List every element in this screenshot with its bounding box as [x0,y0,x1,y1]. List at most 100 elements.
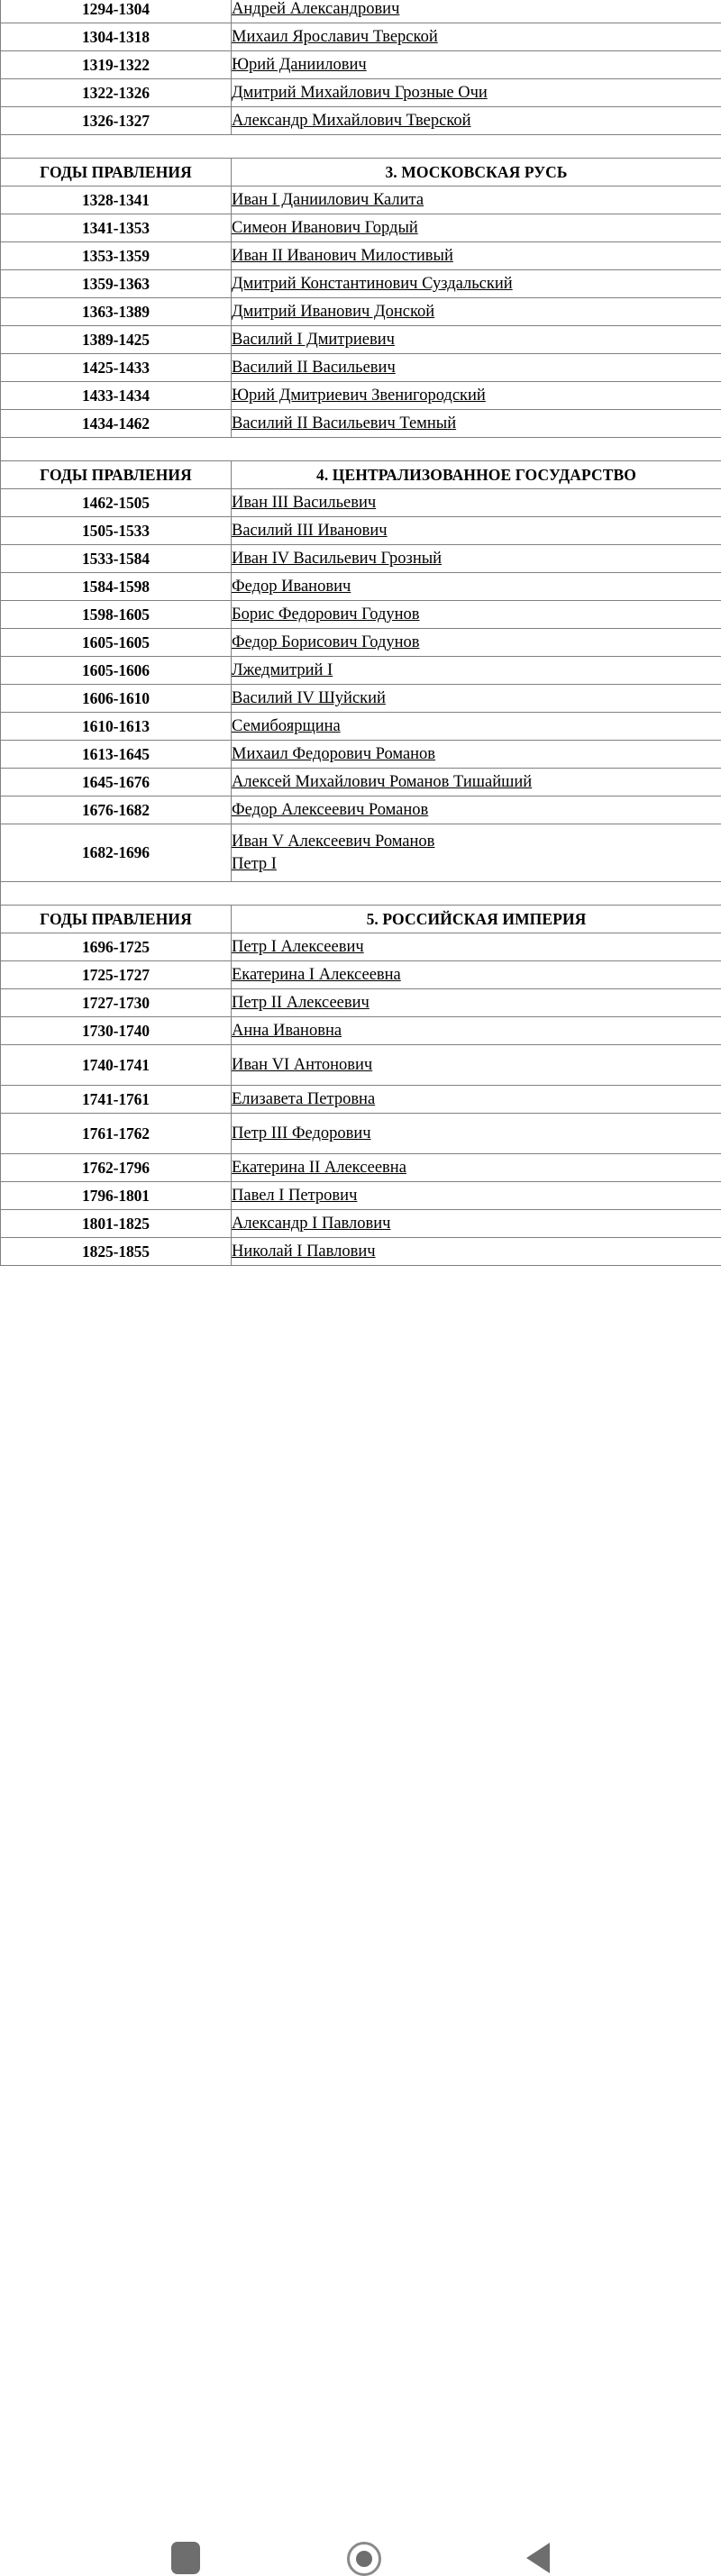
ruler-name-cell: Иван VI Антонович [232,1045,721,1086]
ruler-name-link[interactable]: Василий II Васильевич Темный [232,414,456,432]
ruler-name-link[interactable]: Иван II Иванович Милостивый [232,247,453,265]
ruler-name-cell: Иван V Алексеевич Романов Петр I [232,824,721,882]
column-header-years: ГОДЫ ПРАВЛЕНИЯ [1,159,232,187]
ruler-name-link[interactable]: Василий III Иванович [232,522,388,540]
ruler-name-link[interactable]: Петр I Алексеевич [232,938,364,956]
reign-years-cell: 1341-1353 [1,214,232,242]
reign-years-cell: 1796-1801 [1,1182,232,1210]
ruler-name-link[interactable]: Дмитрий Иванович Донской [232,303,434,321]
ruler-name-cell: Федор Иванович [232,573,721,601]
column-header-years: ГОДЫ ПРАВЛЕНИЯ [1,461,232,489]
ruler-name-link[interactable]: Василий I Дмитриевич [232,331,395,349]
ruler-name-cell: Михаил Федорович Романов [232,741,721,769]
reign-years-cell: 1294-1304 [1,0,232,23]
ruler-name-link[interactable]: Петр II Алексеевич [232,994,370,1012]
ruler-name-link[interactable]: Семибоярщина [232,717,341,735]
ruler-name-cell: Василий II Васильевич Темный [232,410,721,438]
ruler-name-link[interactable]: Алексей Михайлович Романов Тишайший [232,773,532,791]
ruler-name-link[interactable]: Михаил Ярославич Тверской [232,28,438,46]
ruler-name-cell: Иван IV Васильевич Грозный [232,545,721,573]
ruler-name-link[interactable]: Иван VI Антонович [232,1056,372,1074]
ruler-name-link[interactable]: Павел I Петрович [232,1187,357,1205]
ruler-name-link[interactable]: Петр III Федорович [232,1124,371,1142]
ruler-name-link[interactable]: Василий II Васильевич [232,359,396,377]
reign-years-cell: 1730-1740 [1,1017,232,1045]
reign-years-cell: 1741-1761 [1,1086,232,1114]
ruler-name-link[interactable]: Дмитрий Михайлович Грозные Очи [232,84,488,102]
section-spacer-row [1,438,721,461]
ruler-name-link[interactable]: Юрий Дмитриевич Звенигородский [232,387,486,405]
section-spacer-row [1,882,721,906]
ruler-name-cell: Лжедмитрий I [232,657,721,685]
ruler-name-link[interactable]: Екатерина I Алексеевна [232,966,401,984]
reign-years-cell: 1319-1322 [1,51,232,79]
ruler-name-link[interactable]: Екатерина II Алексеевна [232,1159,406,1177]
ruler-name-link[interactable]: Юрий Даниилович [232,56,367,74]
ruler-name-link[interactable]: Василий IV Шуйский [232,689,386,707]
ruler-name-cell: Борис Федорович Годунов [232,601,721,629]
ruler-name-cell: Анна Ивановна [232,1017,721,1045]
ruler-name-cell: Николай I Павлович [232,1238,721,1266]
ruler-name-cell: Петр I Алексеевич [232,933,721,961]
ruler-name-link[interactable]: Дмитрий Константинович Суздальский [232,275,513,293]
ruler-name-link[interactable]: Иван I Даниилович Калита [232,191,424,209]
ruler-name-link[interactable]: Александр I Павлович [232,1215,390,1233]
ruler-name-link[interactable]: Федор Борисович Годунов [232,633,420,651]
back-triangle-icon[interactable] [526,2543,550,2573]
ruler-name-cell: Дмитрий Иванович Донской [232,298,721,326]
reign-years-cell: 1389-1425 [1,326,232,354]
ruler-name-link[interactable]: Федор Алексеевич Романов [232,801,428,819]
ruler-name-link[interactable]: Лжедмитрий I [232,661,333,679]
ruler-name-cell: Василий III Иванович [232,517,721,545]
ruler-name-cell: Елизавета Петровна [232,1086,721,1114]
home-circle-icon[interactable] [347,2542,381,2576]
reign-years-cell: 1359-1363 [1,270,232,298]
reign-years-cell: 1676-1682 [1,796,232,824]
ruler-name-link[interactable]: Иван V Алексеевич Романов [232,833,434,851]
ruler-name-cell: Василий IV Шуйский [232,685,721,713]
ruler-name-cell: Федор Борисович Годунов [232,629,721,657]
ruler-name-link[interactable]: Иван III Васильевич [232,494,376,512]
reign-years-cell: 1762-1796 [1,1154,232,1182]
ruler-name-link[interactable]: Петр I [232,855,277,873]
ruler-name-cell: Александр I Павлович [232,1210,721,1238]
reign-years-cell: 1696-1725 [1,933,232,961]
ruler-name-link[interactable]: Елизавета Петровна [232,1090,375,1108]
ruler-name-link[interactable]: Федор Иванович [232,578,351,596]
ruler-name-link[interactable]: Андрей Александрович [232,0,399,18]
ruler-name-link[interactable]: Александр Михайлович Тверской [232,112,471,130]
section-title: 4. ЦЕНТРАЛИЗОВАННОЕ ГОСУДАРСТВО [232,461,721,489]
reign-years-cell: 1825-1855 [1,1238,232,1266]
reign-years-cell: 1326-1327 [1,107,232,135]
ruler-name-cell: Петр II Алексеевич [232,989,721,1017]
ruler-name-link[interactable]: Иван IV Васильевич Грозный [232,550,442,568]
ruler-name-link[interactable]: Михаил Федорович Романов [232,745,435,763]
ruler-name-link[interactable]: Николай I Павлович [232,1242,376,1261]
recents-square-icon[interactable] [171,2542,200,2574]
ruler-name-cell: Василий I Дмитриевич [232,326,721,354]
reign-years-cell: 1598-1605 [1,601,232,629]
ruler-name-link[interactable]: Симеон Иванович Гордый [232,219,418,237]
ruler-name-link[interactable]: Анна Ивановна [232,1022,342,1040]
spacer-cell [232,882,721,906]
ruler-name-link[interactable]: Борис Федорович Годунов [232,605,420,624]
